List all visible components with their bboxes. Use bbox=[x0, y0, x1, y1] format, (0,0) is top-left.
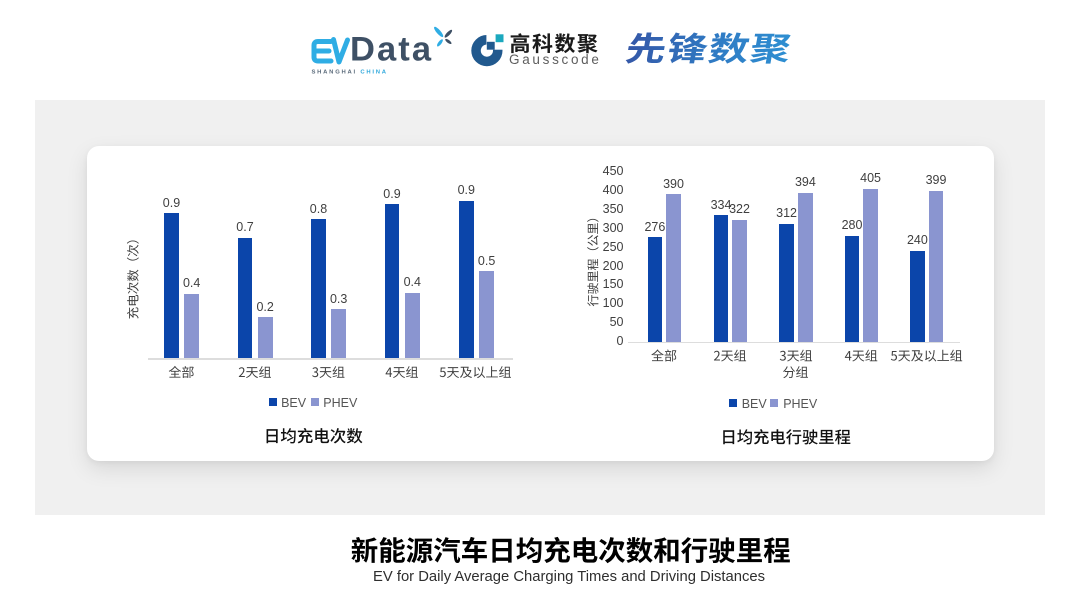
svg-text:SHANGHAI CHINA: SHANGHAI CHINA bbox=[312, 70, 388, 76]
svg-text:Data: Data bbox=[350, 31, 433, 69]
